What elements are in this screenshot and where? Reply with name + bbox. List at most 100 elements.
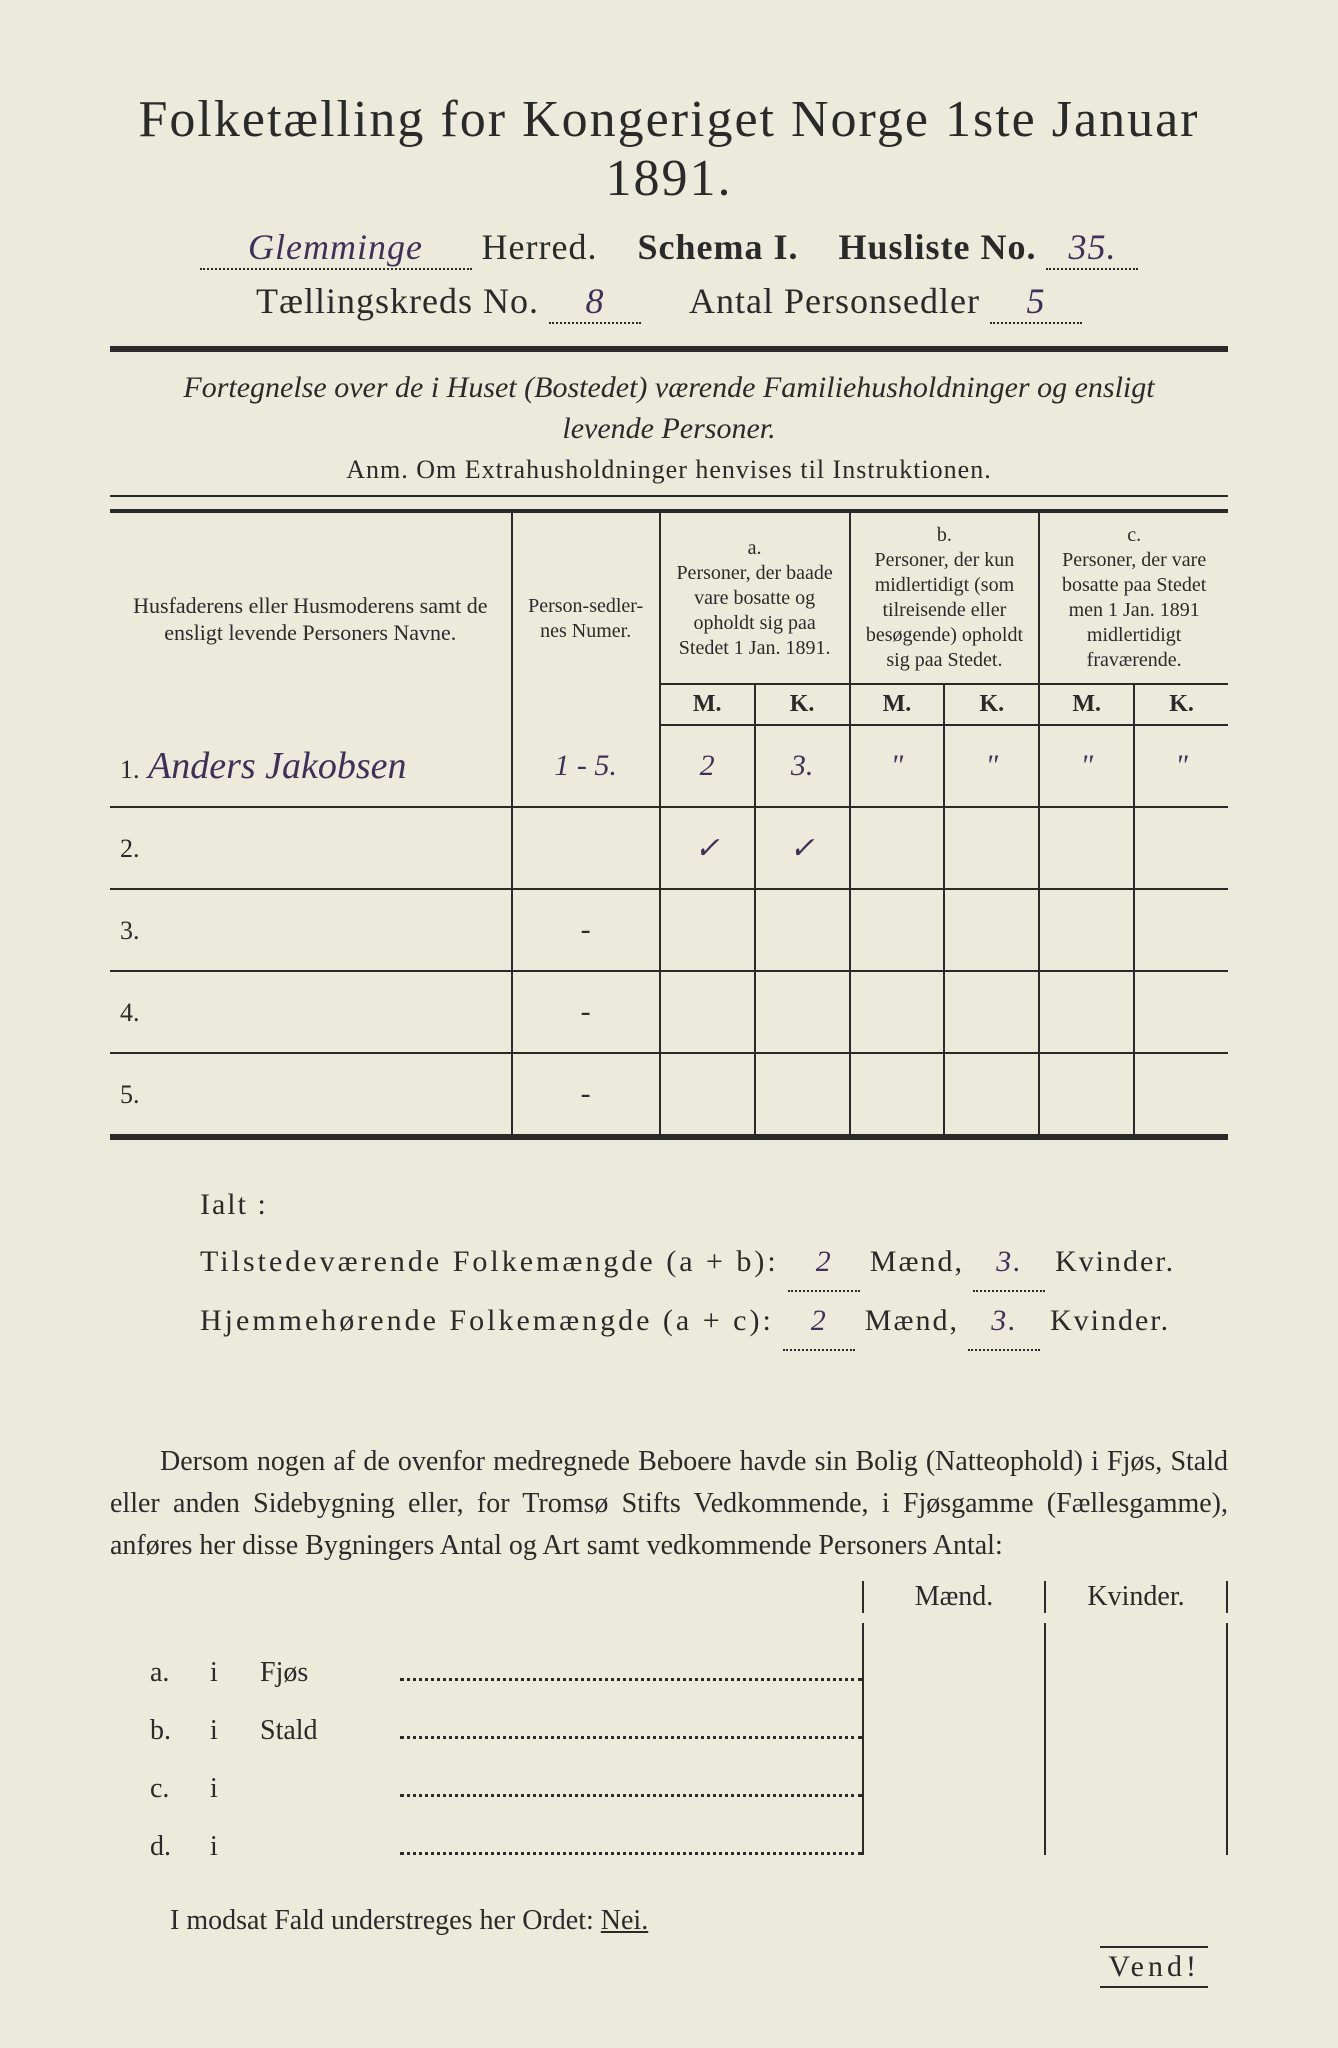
totals-line-2: Hjemmehørende Folkemængde (a + c): 2 Mæn… xyxy=(200,1292,1228,1351)
row-num: 5. xyxy=(120,1080,148,1110)
cell: 2 xyxy=(700,749,715,782)
row-name: Anders Jakobsen xyxy=(148,745,407,787)
abcd-what: Stald xyxy=(260,1715,400,1747)
table-row: 2. ✓ ✓ xyxy=(110,807,1228,889)
mk-bk: K. xyxy=(944,684,1039,725)
mk-ck: K. xyxy=(1134,684,1228,725)
totals-l1-label: Tilstedeværende Folkemængde (a + b): xyxy=(200,1245,779,1278)
abcd-what: Fjøs xyxy=(260,1657,400,1689)
kreds-value: 8 xyxy=(549,280,641,324)
table-body: 1.Anders Jakobsen 1 - 5. 2 3. " " " " 2.… xyxy=(110,725,1228,1137)
maend-label: Mænd, xyxy=(870,1245,964,1278)
cell: ✓ xyxy=(790,832,815,865)
totals-l1-k: 3. xyxy=(973,1233,1045,1292)
abcd-i: i xyxy=(210,1831,260,1863)
col-name-text: Husfaderens eller Husmoderens samt de en… xyxy=(133,593,487,646)
herred-label: Herred. xyxy=(482,227,598,267)
col-b-top: b. xyxy=(859,523,1031,548)
col-a-header: a. Personer, der baade vare bosatte og o… xyxy=(660,511,850,684)
row-num: 4. xyxy=(120,998,148,1028)
abcd-cell xyxy=(1044,1797,1228,1855)
abcd-cell xyxy=(862,1797,1044,1855)
abcd-i: i xyxy=(210,1657,260,1689)
table-row: 1.Anders Jakobsen 1 - 5. 2 3. " " " " xyxy=(110,725,1228,807)
abcd-cell xyxy=(1044,1681,1228,1739)
schema-label: Schema I. xyxy=(637,227,798,267)
abcd-row-a: a. i Fjøs xyxy=(110,1623,1228,1681)
mk-ak: K. xyxy=(755,684,850,725)
row-numcell: - xyxy=(581,995,591,1028)
abcd-label: d. xyxy=(110,1831,210,1863)
dotted-line xyxy=(400,1834,862,1855)
subtitle-line1: Fortegnelse over de i Huset (Bostedet) v… xyxy=(183,371,1154,404)
mk-cm: M. xyxy=(1039,684,1134,725)
subtitle: Fortegnelse over de i Huset (Bostedet) v… xyxy=(110,368,1228,449)
col-c-header: c. Personer, der vare bosatte paa Stedet… xyxy=(1039,511,1228,684)
modsat-text: I modsat Fald understreges her Ordet: xyxy=(170,1905,594,1936)
abcd-block: a. i Fjøs b. i Stald c. i d. i xyxy=(110,1623,1228,1855)
nei-word: Nei. xyxy=(601,1905,648,1936)
abcd-cell xyxy=(1044,1623,1228,1681)
abcd-cell xyxy=(862,1681,1044,1739)
totals-block: Ialt : Tilstedeværende Folkemængde (a + … xyxy=(200,1176,1228,1351)
maend-col-header: Mænd. xyxy=(862,1581,1044,1613)
cell: " xyxy=(1080,749,1093,782)
anm-note: Anm. Om Extrahusholdninger henvises til … xyxy=(110,455,1228,485)
dotted-line xyxy=(400,1660,862,1681)
abcd-cell xyxy=(862,1739,1044,1797)
row-num: 1. xyxy=(120,755,148,785)
cell: 3. xyxy=(791,749,814,782)
row-num: 2. xyxy=(120,834,148,864)
abcd-cell xyxy=(862,1623,1044,1681)
husliste-value: 35. xyxy=(1046,226,1138,270)
dotted-line xyxy=(400,1718,862,1739)
col-b-header: b. Personer, der kun midlertidigt (som t… xyxy=(850,511,1040,684)
table-row: 3. - xyxy=(110,889,1228,971)
totals-line-1: Tilstedeværende Folkemængde (a + b): 2 M… xyxy=(200,1233,1228,1292)
abcd-i: i xyxy=(210,1773,260,1805)
census-form-page: Folketælling for Kongeriget Norge 1ste J… xyxy=(0,0,1338,2048)
kvinder-label: Kvinder. xyxy=(1050,1304,1170,1337)
dotted-line xyxy=(400,1776,862,1797)
col-b-text: Personer, der kun midlertidigt (som tilr… xyxy=(859,548,1031,673)
row-numcell: - xyxy=(581,913,591,946)
personsedler-value: 5 xyxy=(990,280,1082,324)
kreds-label: Tællingskreds No. xyxy=(256,281,539,321)
divider xyxy=(110,346,1228,352)
mk-header-row: Mænd. Kvinder. xyxy=(110,1581,1228,1613)
abcd-row-b: b. i Stald xyxy=(110,1681,1228,1739)
subtitle-line2: levende Personer. xyxy=(562,412,775,445)
abcd-row-d: d. i xyxy=(110,1797,1228,1855)
mk-bm: M. xyxy=(850,684,945,725)
totals-l2-m: 2 xyxy=(783,1292,855,1351)
row-numcell: - xyxy=(581,1077,591,1110)
page-title: Folketælling for Kongeriget Norge 1ste J… xyxy=(110,90,1228,208)
table-row: 5. - xyxy=(110,1053,1228,1137)
abcd-label: c. xyxy=(110,1773,210,1805)
header-line-2: Tællingskreds No. 8 Antal Personsedler 5 xyxy=(110,280,1228,324)
col-c-top: c. xyxy=(1048,523,1220,548)
col-a-text: Personer, der baade vare bosatte og opho… xyxy=(669,561,841,661)
husliste-label: Husliste No. xyxy=(838,227,1036,267)
totals-l1-m: 2 xyxy=(788,1233,860,1292)
col-name-header: Husfaderens eller Husmoderens samt de en… xyxy=(110,511,512,725)
row-num: 3. xyxy=(120,916,148,946)
vend-label: Vend! xyxy=(1100,1946,1208,1988)
divider-thin xyxy=(110,495,1228,497)
paragraph: Dersom nogen af de ovenfor medregnede Be… xyxy=(110,1441,1228,1567)
modsat-line: I modsat Fald understreges her Ordet: Ne… xyxy=(110,1905,1228,1937)
row-numcell: 1 - 5. xyxy=(554,749,617,782)
abcd-label: b. xyxy=(110,1715,210,1747)
col-num-header: Person-sedler-nes Numer. xyxy=(512,511,660,725)
herred-value: Glemminge xyxy=(200,226,472,270)
kvinder-label: Kvinder. xyxy=(1055,1245,1175,1278)
cell: " xyxy=(986,749,999,782)
abcd-row-c: c. i xyxy=(110,1739,1228,1797)
personsedler-label: Antal Personsedler xyxy=(689,281,980,321)
cell: " xyxy=(1175,749,1188,782)
cell: " xyxy=(891,749,904,782)
table-row: 4. - xyxy=(110,971,1228,1053)
census-table: Husfaderens eller Husmoderens samt de en… xyxy=(110,509,1228,1140)
abcd-cell xyxy=(1044,1739,1228,1797)
totals-l2-label: Hjemmehørende Folkemængde (a + c): xyxy=(200,1304,774,1337)
